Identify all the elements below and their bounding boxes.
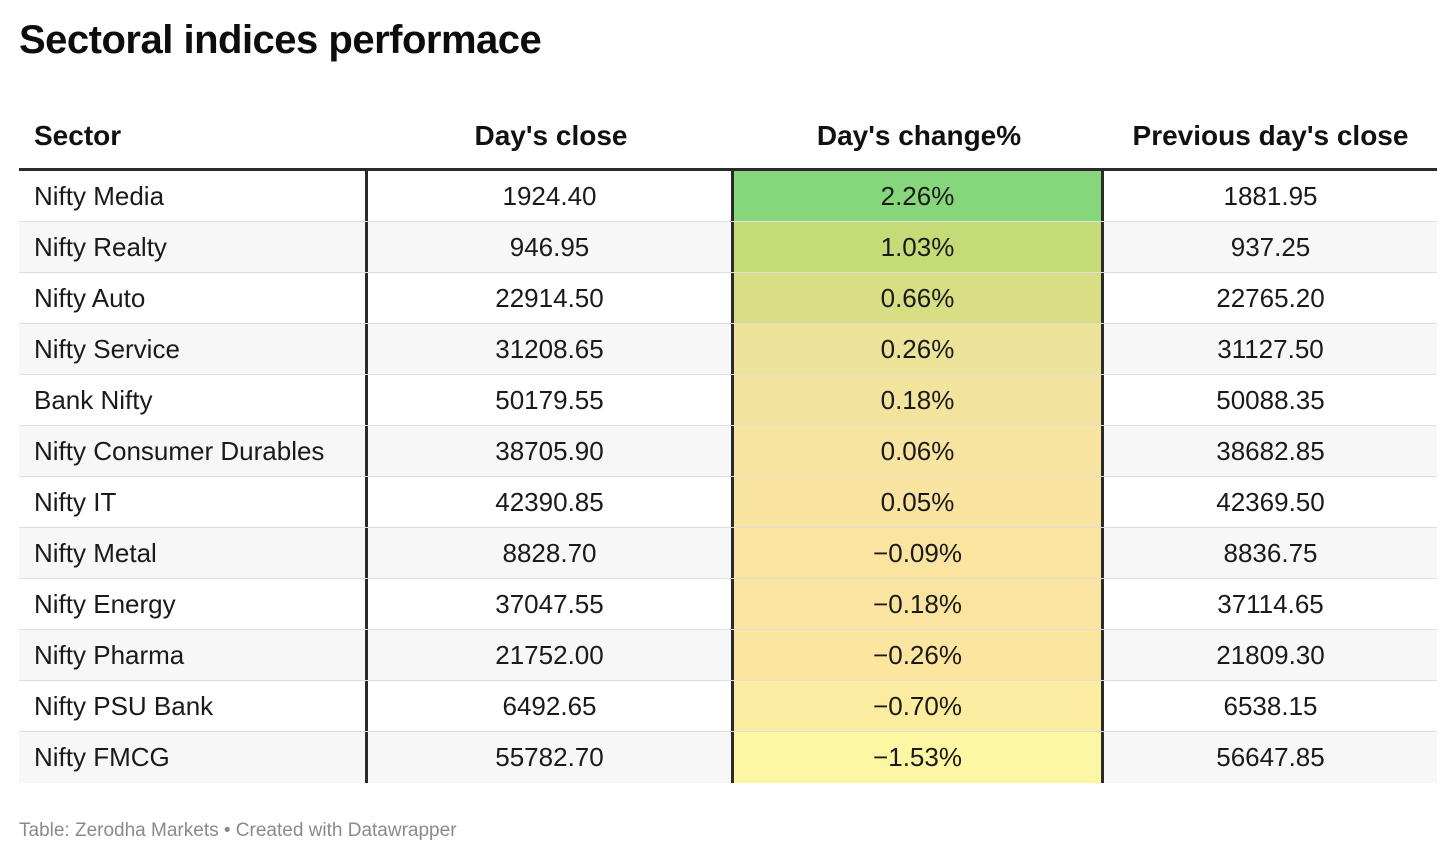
table-row: Nifty Realty 946.95 1.03% 937.25 bbox=[19, 222, 1437, 273]
cell-days-close: 1924.40 bbox=[368, 171, 734, 221]
chart-title: Sectoral indices performace bbox=[19, 18, 542, 62]
cell-days-close: 8828.70 bbox=[368, 528, 734, 578]
cell-days-close: 38705.90 bbox=[368, 426, 734, 476]
cell-prev-close: 42369.50 bbox=[1216, 486, 1325, 517]
table-row: Nifty FMCG 55782.70 −1.53% 56647.85 bbox=[19, 732, 1437, 783]
source-note: Table: Zerodha Markets • Created with Da… bbox=[19, 820, 457, 841]
cell-prev-close: 21809.30 bbox=[1216, 639, 1325, 670]
header-days-close: Day's close bbox=[474, 120, 628, 151]
cell-prev-close: 37114.65 bbox=[1217, 588, 1324, 619]
cell-sector: Nifty Service bbox=[19, 324, 368, 374]
table-row: Nifty Energy 37047.55 −0.18% 37114.65 bbox=[19, 579, 1437, 630]
cell-prev-close: 50088.35 bbox=[1216, 384, 1325, 415]
cell-days-change: −0.18% bbox=[734, 579, 1104, 629]
cell-days-change: 0.06% bbox=[734, 426, 1104, 476]
cell-sector: Nifty Consumer Durables bbox=[19, 426, 368, 476]
cell-sector: Nifty Realty bbox=[19, 222, 368, 272]
cell-sector: Nifty Metal bbox=[19, 528, 368, 578]
cell-days-change: 1.03% bbox=[734, 222, 1104, 272]
cell-days-change: 0.26% bbox=[734, 324, 1104, 374]
sector-table: Sector Day's close Day's change% Previou… bbox=[19, 104, 1437, 783]
cell-days-close: 42390.85 bbox=[368, 477, 734, 527]
cell-sector: Nifty FMCG bbox=[19, 732, 368, 783]
cell-sector: Nifty IT bbox=[19, 477, 368, 527]
cell-sector: Bank Nifty bbox=[19, 375, 368, 425]
cell-days-change: 2.26% bbox=[734, 171, 1104, 221]
cell-sector: Nifty Media bbox=[19, 171, 368, 221]
cell-prev-close: 8836.75 bbox=[1223, 537, 1318, 568]
cell-days-close: 31208.65 bbox=[368, 324, 734, 374]
table-row: Nifty Metal 8828.70 −0.09% 8836.75 bbox=[19, 528, 1437, 579]
cell-sector: Nifty PSU Bank bbox=[19, 681, 368, 731]
cell-days-close: 22914.50 bbox=[368, 273, 734, 323]
cell-days-close: 21752.00 bbox=[368, 630, 734, 680]
table-row: Nifty Service 31208.65 0.26% 31127.50 bbox=[19, 324, 1437, 375]
header-sector: Sector bbox=[34, 120, 122, 151]
cell-days-change: 0.05% bbox=[734, 477, 1104, 527]
header-days-change: Day's change% bbox=[816, 120, 1022, 151]
cell-days-close: 37047.55 bbox=[368, 579, 734, 629]
table-row: Nifty Consumer Durables 38705.90 0.06% 3868… bbox=[19, 426, 1437, 477]
cell-days-close: 6492.65 bbox=[368, 681, 734, 731]
cell-prev-close: 937.25 bbox=[1230, 231, 1311, 262]
table-row: Nifty Pharma 21752.00 −0.26% 21809.30 bbox=[19, 630, 1437, 681]
cell-sector: Nifty Auto bbox=[19, 273, 368, 323]
header-prev-close: Previous day's close bbox=[1132, 120, 1409, 151]
cell-prev-close: 22765.20 bbox=[1216, 282, 1325, 313]
cell-prev-close: 38682.85 bbox=[1216, 435, 1325, 466]
table-row: Nifty IT 42390.85 0.05% 42369.50 bbox=[19, 477, 1437, 528]
cell-days-change: 0.18% bbox=[734, 375, 1104, 425]
table-row: Nifty PSU Bank 6492.65 −0.70% 6538.15 bbox=[19, 681, 1437, 732]
cell-days-change: −0.26% bbox=[734, 630, 1104, 680]
table-header: Sector Day's close Day's change% Previou… bbox=[19, 104, 1437, 171]
cell-days-change: 0.66% bbox=[734, 273, 1104, 323]
cell-prev-close: 56647.85 bbox=[1216, 742, 1325, 772]
cell-prev-close: 6538.15 bbox=[1223, 690, 1318, 721]
table-row: Nifty Auto 22914.50 0.66% 22765.20 bbox=[19, 273, 1437, 324]
cell-days-close: 55782.70 bbox=[368, 732, 734, 783]
cell-sector: Nifty Pharma bbox=[19, 630, 368, 680]
cell-days-change: −0.70% bbox=[734, 681, 1104, 731]
table-row: Bank Nifty 50179.55 0.18% 50088.35 bbox=[19, 375, 1437, 426]
cell-prev-close: 31127.50 bbox=[1217, 333, 1324, 364]
cell-days-close: 50179.55 bbox=[368, 375, 734, 425]
cell-prev-close: 1881.95 bbox=[1223, 180, 1318, 211]
table-row: Nifty Media 1924.40 2.26% 1881.95 bbox=[19, 171, 1437, 222]
table-body: Nifty Media 1924.40 2.26% 1881.95 Nifty Real… bbox=[19, 171, 1437, 783]
cell-sector: Nifty Energy bbox=[19, 579, 368, 629]
cell-days-change: −0.09% bbox=[734, 528, 1104, 578]
cell-days-change: −1.53% bbox=[734, 732, 1104, 783]
cell-days-close: 946.95 bbox=[368, 222, 734, 272]
